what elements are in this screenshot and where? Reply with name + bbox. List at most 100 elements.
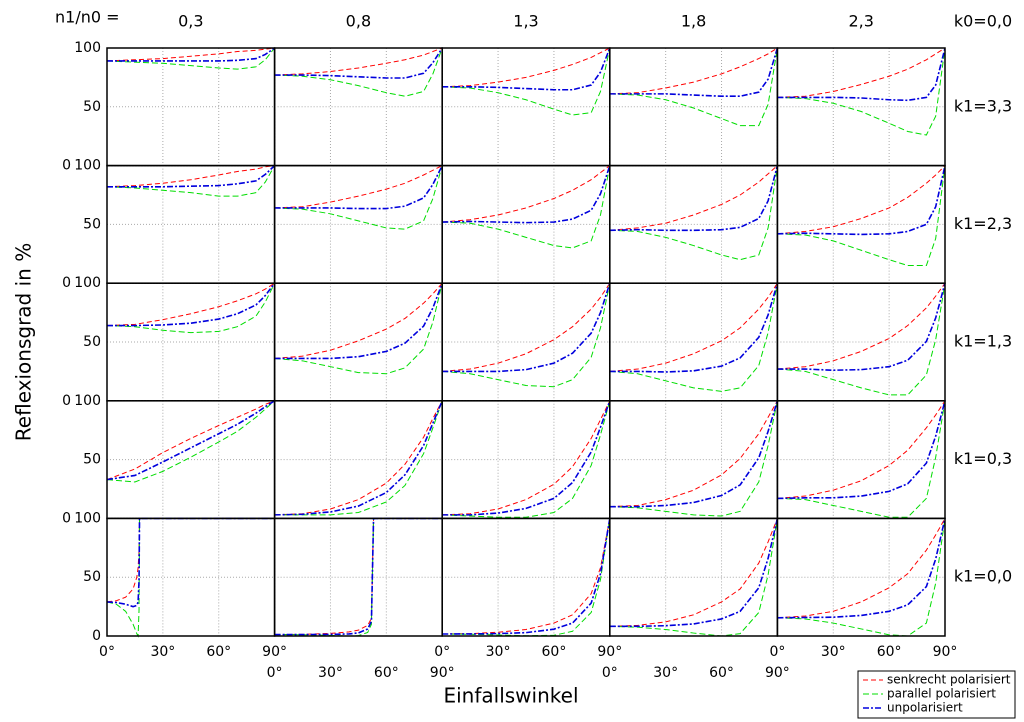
series-line (442, 165, 611, 223)
series-line (609, 47, 778, 127)
series-line (609, 518, 778, 627)
series-line (106, 282, 276, 334)
series-line (609, 400, 779, 508)
column-label: 1,8 (681, 12, 706, 31)
x-tick-label: 90° (597, 644, 622, 660)
series-line (442, 283, 611, 388)
k0-label: k0=0,0 (954, 12, 1012, 31)
panel-frame (441, 400, 611, 520)
panel-frame (441, 47, 611, 167)
series-line (609, 282, 779, 373)
series-line (274, 165, 443, 230)
series-line (442, 47, 611, 116)
panel-frame (273, 164, 443, 284)
column-label: 0,3 (178, 12, 203, 31)
panel-frame (609, 400, 779, 520)
panel-frame (106, 517, 276, 637)
series-line (106, 400, 275, 481)
series-line (106, 47, 275, 70)
series-line (609, 165, 778, 231)
legend-label: parallel polarisiert (887, 687, 996, 701)
series-line (107, 47, 276, 62)
series-line (777, 165, 946, 236)
series-line (274, 400, 443, 516)
legend-label: senkrecht polarisiert (887, 673, 1011, 687)
panel-frame (776, 282, 946, 402)
x-tick-label: 30° (653, 665, 678, 681)
series-line (274, 47, 443, 97)
series-line (777, 47, 946, 102)
panel-frame (106, 282, 276, 402)
series-line (106, 517, 275, 638)
panel-frame (776, 517, 946, 637)
panel-frame (441, 282, 611, 402)
series-line (609, 165, 779, 232)
row-label: k1=2,3 (954, 214, 1012, 233)
series-line (106, 517, 275, 608)
series-line (442, 165, 611, 249)
series-line (274, 47, 443, 79)
series-line (274, 47, 443, 76)
panel-frame (106, 400, 276, 520)
series-line (777, 400, 946, 500)
y-tick-label: 0 (62, 510, 71, 526)
x-tick-label: 60° (709, 665, 734, 681)
series-line (106, 282, 275, 327)
series-line (609, 518, 778, 637)
row-label: k1=0,3 (954, 449, 1012, 468)
series-line (106, 47, 275, 62)
series-line (442, 282, 611, 372)
y-tick-label: 100 (74, 393, 101, 409)
y-tick-label: 0 (62, 393, 71, 409)
series-line (777, 400, 946, 499)
x-tick-label: 30° (150, 644, 175, 660)
x-tick-label: 0° (602, 665, 618, 681)
series-line (609, 47, 779, 98)
y-tick-label: 0 (62, 158, 71, 174)
series-line (609, 283, 778, 392)
column-label: 1,3 (513, 12, 538, 31)
series-line (442, 400, 611, 516)
y-tick-label: 50 (83, 334, 101, 350)
series-line (609, 400, 778, 517)
row-label: k1=1,3 (954, 332, 1012, 351)
y-tick-label: 50 (83, 569, 101, 585)
column-label: 2,3 (848, 12, 873, 31)
series-line (777, 400, 946, 518)
x-tick-label: 60° (542, 644, 567, 660)
x-tick-label: 60° (374, 665, 399, 681)
column-label: 0,8 (346, 12, 371, 31)
series-line (442, 518, 611, 635)
legend-box (857, 670, 1016, 719)
series-line (777, 165, 946, 267)
series-line (442, 47, 611, 88)
y-tick-label: 100 (74, 158, 101, 174)
panel-frame (273, 282, 443, 402)
series-line (106, 400, 276, 481)
series-line (442, 165, 611, 224)
series-line (106, 400, 275, 483)
series-line (777, 282, 946, 370)
series-line (777, 283, 946, 396)
y-tick-label: 0 (92, 628, 101, 644)
series-line (274, 517, 443, 636)
panel-frame (609, 47, 779, 167)
x-tick-label: 90° (262, 644, 287, 660)
legend-label: unpolarisiert (887, 701, 963, 715)
x-tick-label: 0° (434, 644, 450, 660)
y-tick-label: 50 (83, 99, 101, 115)
series-line (274, 517, 443, 637)
series-line (106, 517, 275, 603)
series-line (106, 165, 275, 188)
ratio-label: n1/n0 = (55, 8, 120, 27)
series-line (274, 400, 443, 516)
series-line (442, 47, 611, 91)
x-axis-label: Einfallswinkel (443, 684, 578, 708)
series-line (274, 282, 443, 359)
x-tick-label: 0° (769, 644, 785, 660)
x-tick-label: 30° (486, 644, 511, 660)
series-line (609, 165, 778, 261)
series-line (274, 283, 443, 375)
x-tick-label: 60° (206, 644, 231, 660)
panel-frame (106, 164, 276, 284)
